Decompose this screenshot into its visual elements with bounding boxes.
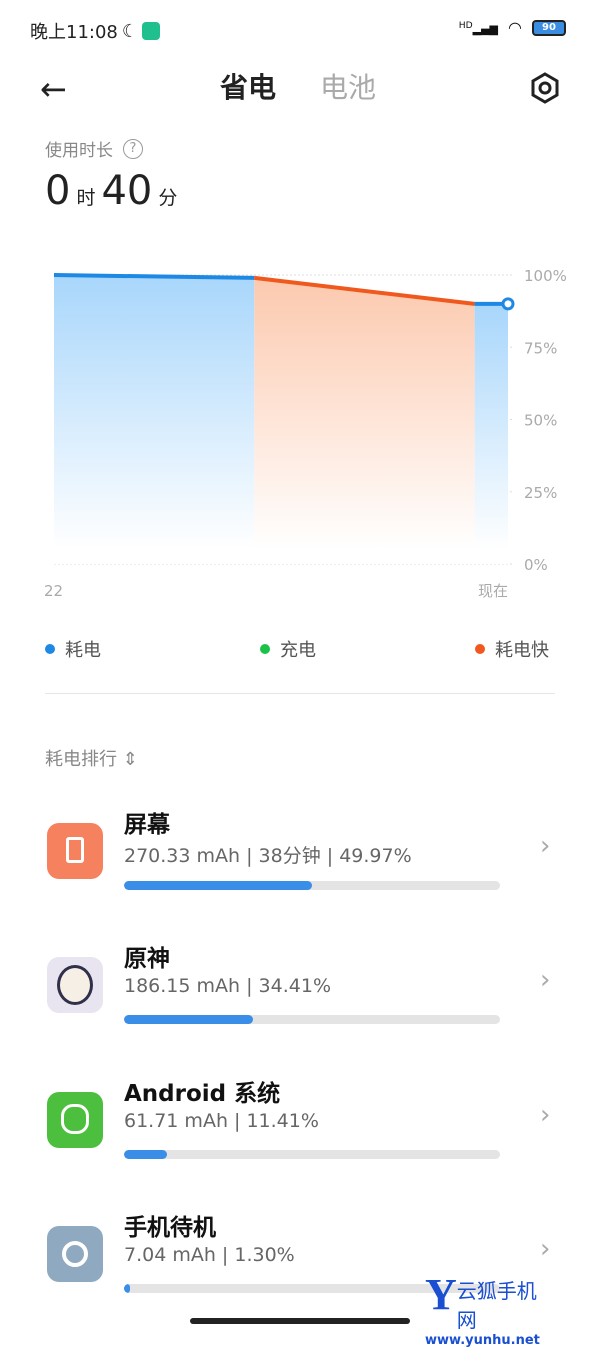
area-segment [54, 275, 255, 564]
settings-icon[interactable] [530, 72, 560, 104]
item-detail: 61.71 mAh | 11.41% [124, 1110, 319, 1132]
usage-bar [124, 1150, 500, 1159]
x-tick-label: 22 [44, 582, 63, 600]
shield-app-icon [142, 22, 161, 40]
watermark-logo: Y 云狐手机网 www.yunhu.net [425, 1270, 540, 1348]
area-segment [254, 277, 475, 564]
legend-item: 耗电 [45, 636, 101, 662]
minutes-unit: 分 [158, 187, 178, 209]
usage-bar [124, 1284, 500, 1293]
item-detail: 270.33 mAh | 38分钟 | 49.97% [124, 845, 412, 867]
hours-unit: 时 [76, 187, 96, 209]
help-icon[interactable]: ? [123, 138, 143, 159]
chevron-right-icon: › [540, 965, 551, 995]
tab-power-saving[interactable]: 省电 [220, 71, 277, 104]
tab-battery[interactable]: 电池 [320, 71, 377, 104]
usage-bar-fill [124, 881, 312, 890]
y-tick-label: 50% [524, 412, 557, 430]
legend-dot-icon [260, 644, 270, 654]
chevron-right-icon: › [540, 1234, 551, 1264]
item-detail: 186.15 mAh | 34.41% [124, 975, 331, 997]
y-tick-label: 100% [524, 267, 567, 285]
genshin-app-icon [47, 957, 103, 1013]
usage-bar-fill [124, 1284, 130, 1293]
ranking-sort-button[interactable]: 耗电排行 ⇕ [45, 745, 138, 771]
item-name: 原神 [124, 946, 170, 972]
legend-label: 耗电 [65, 640, 101, 661]
usage-label: 使用时长? [45, 136, 143, 161]
divider [45, 693, 555, 694]
chevron-right-icon: › [540, 831, 551, 861]
status-time: 晚上11:08 [30, 22, 118, 43]
wifi-icon: ◠ [508, 18, 522, 37]
signal-icon: HD▂▄▆ [458, 19, 499, 36]
status-icons: HD▂▄▆ ◠ 90 [459, 18, 566, 37]
list-item[interactable]: 屏幕 270.33 mAh | 38分钟 | 49.97% › [0, 812, 600, 923]
power-icon [47, 1226, 103, 1282]
line-segment [53, 273, 255, 280]
x-tick-label: 现在 [478, 582, 508, 600]
item-name: Android 系统 [124, 1081, 281, 1107]
y-tick-label: 25% [524, 484, 557, 502]
usage-bar-fill [124, 1150, 167, 1159]
usage-bar-fill [124, 1015, 254, 1024]
home-indicator[interactable] [190, 1318, 410, 1324]
usage-label-text: 使用时长 [45, 141, 113, 161]
legend-label: 耗电快 [495, 640, 549, 661]
area-segment [474, 303, 508, 564]
ranking-label: 耗电排行 [45, 749, 117, 770]
status-bar: 晚上11:08 ☾ [30, 18, 161, 44]
legend-label: 充电 [280, 640, 316, 661]
moon-icon: ☾ [121, 20, 139, 42]
list-item[interactable]: 原神 186.15 mAh | 34.41% › [0, 946, 600, 1057]
network-label: HD [458, 19, 473, 31]
list-item[interactable]: 手机待机 7.04 mAh | 1.30% › [0, 1215, 600, 1326]
item-name: 手机待机 [124, 1215, 216, 1241]
battery-icon: 90 [532, 19, 566, 36]
line-segment [254, 275, 475, 306]
battery-chart: 100% 75% 50% 25% 0% 22 现在 [44, 267, 567, 600]
list-item[interactable]: Android 系统 61.71 mAh | 11.41% › [0, 1081, 600, 1192]
screen-icon [47, 823, 103, 879]
minutes-value: 40 [101, 168, 153, 214]
chevron-right-icon: › [540, 1100, 551, 1130]
sort-icon: ⇕ [122, 749, 138, 770]
y-tick-label: 0% [524, 556, 548, 574]
item-name: 屏幕 [124, 812, 170, 838]
usage-bar [124, 1015, 500, 1024]
y-tick-label: 75% [524, 339, 557, 357]
current-point [501, 297, 515, 311]
android-icon [47, 1092, 103, 1148]
back-button[interactable]: ← [40, 70, 67, 108]
legend-dot-icon [45, 644, 55, 654]
legend-item: 充电 [260, 636, 316, 662]
usage-bar [124, 881, 500, 890]
legend-dot-icon [475, 644, 485, 654]
item-detail: 7.04 mAh | 1.30% [124, 1244, 295, 1266]
hours-value: 0 [45, 168, 71, 214]
legend-item: 耗电快 [475, 636, 549, 662]
